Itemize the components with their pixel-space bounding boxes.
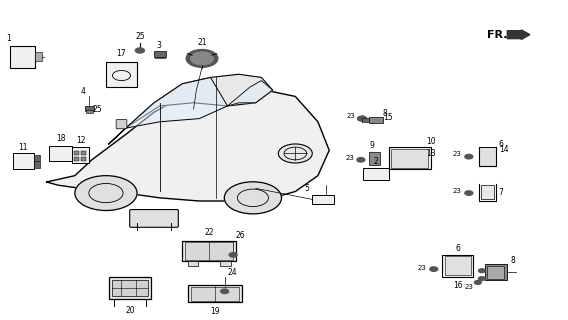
Bar <box>109 277 151 299</box>
Bar <box>445 256 470 276</box>
Text: 12: 12 <box>76 136 85 145</box>
Bar <box>154 51 166 57</box>
Text: 10: 10 <box>426 137 436 146</box>
Circle shape <box>357 157 365 162</box>
Text: 6: 6 <box>456 244 460 253</box>
Text: 23: 23 <box>346 155 354 161</box>
Text: 23: 23 <box>453 188 461 195</box>
Text: FR.: FR. <box>487 30 507 40</box>
Polygon shape <box>109 74 273 144</box>
Circle shape <box>357 116 366 121</box>
Text: 23: 23 <box>346 113 355 119</box>
Bar <box>74 151 79 155</box>
Bar <box>72 147 89 163</box>
Polygon shape <box>227 81 273 106</box>
Bar <box>85 106 94 111</box>
Bar <box>34 155 40 161</box>
FancyBboxPatch shape <box>116 120 127 129</box>
Bar <box>389 147 431 169</box>
Bar <box>81 157 86 161</box>
Text: 24: 24 <box>227 268 237 277</box>
Text: 23: 23 <box>465 284 473 290</box>
Text: 9: 9 <box>369 141 374 150</box>
Bar <box>369 117 383 124</box>
Circle shape <box>478 277 485 281</box>
Bar <box>34 161 40 168</box>
Bar <box>185 242 233 260</box>
Bar <box>312 195 334 204</box>
Bar <box>106 61 137 87</box>
FancyArrow shape <box>507 30 530 39</box>
Circle shape <box>221 289 228 293</box>
Bar <box>220 261 231 266</box>
Text: 21: 21 <box>197 38 207 47</box>
Circle shape <box>478 269 485 273</box>
Bar <box>481 185 494 199</box>
Circle shape <box>465 155 473 159</box>
Bar <box>442 255 473 277</box>
Text: 5: 5 <box>304 184 309 193</box>
Text: 3: 3 <box>156 41 161 50</box>
Circle shape <box>186 50 218 67</box>
Text: 4: 4 <box>81 87 86 96</box>
Text: 17: 17 <box>116 49 126 58</box>
Text: 14: 14 <box>499 145 508 154</box>
Circle shape <box>75 176 137 211</box>
Text: 8: 8 <box>510 256 515 265</box>
Circle shape <box>465 191 473 195</box>
Bar <box>391 149 428 168</box>
Bar <box>362 118 369 122</box>
FancyBboxPatch shape <box>130 210 178 227</box>
Bar <box>155 57 165 59</box>
Text: 2: 2 <box>374 157 378 166</box>
Text: 8: 8 <box>383 109 388 118</box>
Text: 23: 23 <box>417 265 427 270</box>
Bar <box>74 157 79 161</box>
Bar <box>363 168 389 180</box>
Circle shape <box>430 267 438 271</box>
Bar <box>10 46 35 68</box>
Text: 1: 1 <box>6 34 11 43</box>
Text: 18: 18 <box>56 134 65 143</box>
Bar <box>35 52 42 61</box>
Bar <box>182 241 236 261</box>
Text: 16: 16 <box>453 281 462 290</box>
Text: 25: 25 <box>135 32 145 41</box>
Bar <box>485 264 507 280</box>
Text: 15: 15 <box>383 113 392 122</box>
Circle shape <box>229 253 237 257</box>
Bar <box>81 151 86 155</box>
Text: 25: 25 <box>93 105 102 114</box>
Circle shape <box>224 182 282 214</box>
Text: 6: 6 <box>499 140 504 149</box>
Polygon shape <box>126 77 227 128</box>
Bar <box>191 286 239 301</box>
Circle shape <box>135 48 144 53</box>
Text: 13: 13 <box>426 149 436 158</box>
Bar <box>111 280 148 296</box>
Text: 19: 19 <box>210 307 220 316</box>
Bar <box>86 110 93 113</box>
Bar <box>487 266 504 279</box>
Text: 7: 7 <box>499 188 504 197</box>
Bar <box>49 146 72 161</box>
Text: 26: 26 <box>236 231 245 240</box>
Bar <box>188 285 241 302</box>
Circle shape <box>474 281 481 284</box>
Circle shape <box>278 144 312 163</box>
Circle shape <box>191 52 214 65</box>
FancyBboxPatch shape <box>479 147 496 166</box>
Text: 23: 23 <box>453 151 461 157</box>
Text: 20: 20 <box>125 306 135 315</box>
Bar <box>187 261 198 266</box>
Polygon shape <box>47 87 329 201</box>
Text: 22: 22 <box>204 228 214 237</box>
Text: 11: 11 <box>19 143 28 152</box>
Bar <box>369 152 380 164</box>
Bar <box>12 154 34 169</box>
